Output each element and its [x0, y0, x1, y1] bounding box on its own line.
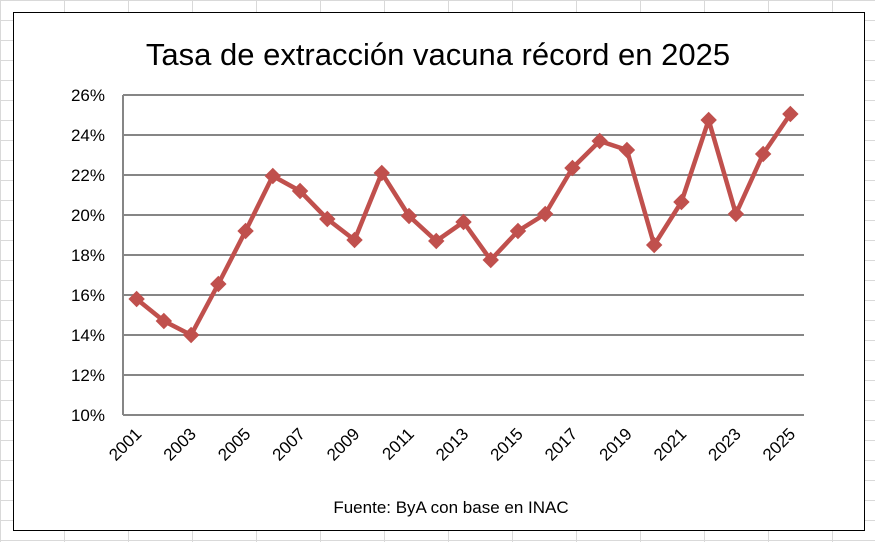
y-tick-label: 12% [71, 366, 105, 385]
data-point-marker [782, 105, 799, 123]
x-tick-label: 2001 [105, 424, 145, 464]
data-point-marker [564, 159, 581, 177]
data-point-marker [400, 207, 418, 225]
data-point-marker [618, 141, 636, 159]
y-tick-label: 16% [71, 286, 105, 305]
y-tick-label: 26% [71, 86, 105, 105]
y-tick-label: 10% [71, 406, 105, 425]
data-point-marker [264, 167, 282, 185]
data-point-marker [182, 326, 200, 344]
data-point-marker [455, 213, 472, 231]
x-tick-label: 2023 [705, 424, 745, 464]
data-point-marker [346, 231, 363, 249]
data-point-marker [727, 205, 745, 223]
data-point-marker [155, 312, 173, 330]
data-point-marker [291, 182, 309, 200]
y-tick-label: 20% [71, 206, 105, 225]
data-point-marker [319, 210, 336, 228]
x-tick-label: 2011 [379, 424, 418, 463]
x-tick-label: 2007 [269, 424, 309, 464]
line-chart: Tasa de extracción vacuna récord en 2025… [71, 37, 804, 517]
y-tick-label: 24% [71, 126, 105, 145]
data-point-marker [237, 222, 254, 240]
data-point-marker [645, 236, 663, 254]
data-point-marker [537, 205, 554, 223]
x-tick-label: 2021 [650, 424, 690, 464]
x-tick-label: 2005 [214, 424, 254, 464]
y-tick-label: 18% [71, 246, 105, 265]
y-tick-label: 22% [71, 166, 105, 185]
data-point-marker [210, 275, 227, 293]
data-point-marker [128, 290, 145, 308]
x-tick-label: 2009 [323, 424, 363, 464]
data-point-marker [673, 193, 690, 211]
x-tick-label: 2025 [759, 424, 799, 464]
x-tick-label: 2003 [160, 424, 200, 464]
source-note: Fuente: ByA con base en INAC [333, 498, 568, 517]
x-tick-label: 2013 [432, 424, 472, 464]
x-tick-label: 2015 [487, 424, 527, 464]
data-point-marker [373, 164, 390, 182]
data-point-marker [591, 132, 608, 150]
y-tick-label: 14% [71, 326, 105, 345]
x-tick-label: 2019 [596, 424, 636, 464]
data-point-marker [482, 251, 499, 269]
data-point-marker [428, 232, 445, 250]
data-point-marker [509, 222, 527, 240]
x-tick-label: 2017 [541, 424, 581, 464]
data-point-marker [754, 145, 772, 163]
chart: Tasa de extracción vacuna récord en 2025… [13, 12, 865, 531]
chart-title: Tasa de extracción vacuna récord en 2025 [146, 37, 730, 72]
data-point-marker [700, 111, 717, 129]
